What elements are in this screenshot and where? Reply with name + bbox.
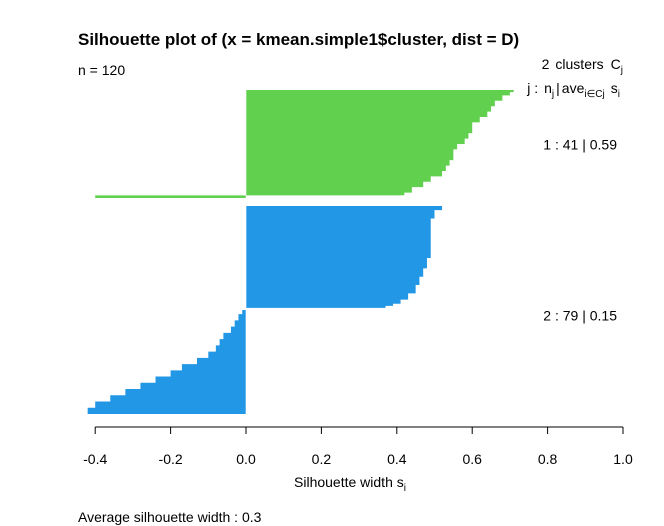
legend-ave: ave	[562, 80, 585, 96]
x-axis-label: Silhouette width si	[294, 474, 406, 494]
legend-n-sub: j	[551, 89, 554, 100]
legend-ave-sub: i∈Cj	[584, 89, 604, 100]
silhouette-cluster-2	[76, 205, 443, 414]
x-tick-label: 0.6	[462, 451, 482, 467]
silhouette-bars	[76, 90, 514, 414]
average-silhouette-width: Average silhouette width : 0.3	[78, 509, 262, 525]
x-tick-label: 0.2	[312, 451, 332, 467]
x-axis-label-sub: i	[404, 483, 406, 494]
x-tick-label: 0.8	[538, 451, 558, 467]
legend-s-sub: i	[618, 89, 620, 100]
clusters-count: 2	[542, 56, 550, 72]
clusters-symbol: C	[611, 56, 621, 72]
x-tick-label: 0.4	[387, 451, 407, 467]
silhouette-cluster-1	[95, 90, 514, 198]
cluster-label-1: 1 : 41 | 0.59	[543, 136, 617, 152]
cluster-labels: 1 : 41 | 0.59 2 : 79 | 0.15	[543, 136, 617, 323]
legend-sep: |	[556, 80, 560, 96]
clusters-word: clusters	[555, 56, 603, 72]
clusters-header: 2 clusters Cj	[542, 56, 623, 76]
cluster-label-2: 2 : 79 | 0.15	[543, 307, 617, 323]
x-tick-label: 0.0	[236, 451, 256, 467]
legend-s: s	[611, 80, 618, 96]
clusters-symbol-sub: j	[620, 65, 623, 76]
chart-subtitle: n = 120	[78, 62, 125, 78]
legend-n: n	[544, 80, 552, 96]
x-tick-label: -0.2	[159, 451, 183, 467]
legend-j: j :	[526, 80, 538, 96]
legend-header: j : nj | avei∈Cj si	[526, 80, 620, 100]
x-axis: -0.4 -0.2 0.0 0.2 0.4 0.6 0.8 1.0	[83, 426, 633, 467]
x-axis-label-main: Silhouette width s	[294, 474, 404, 490]
x-tick-label: -0.4	[83, 451, 107, 467]
x-tick-label: 1.0	[613, 451, 633, 467]
chart-title: Silhouette plot of (x = kmean.simple1$cl…	[78, 30, 519, 49]
